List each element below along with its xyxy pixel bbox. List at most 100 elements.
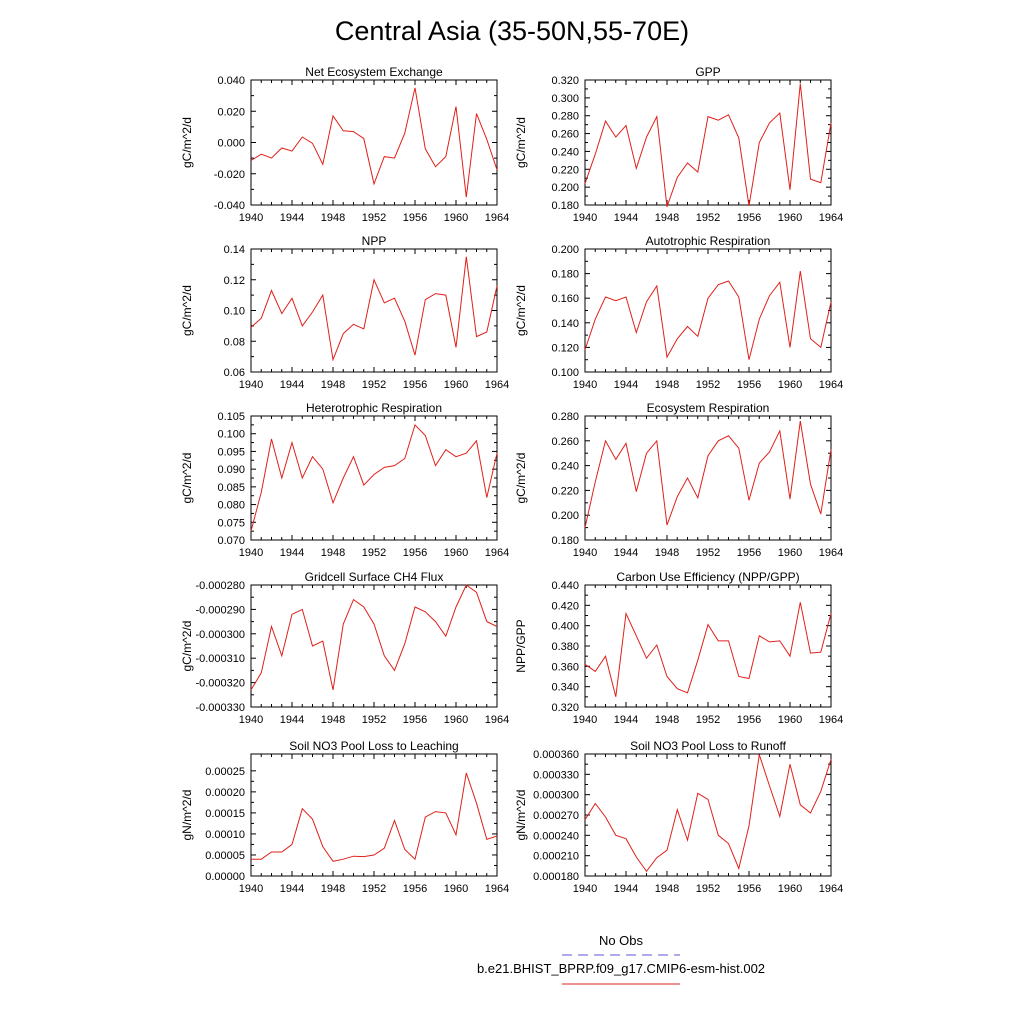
panel-title: Autotrophic Respiration <box>646 234 771 248</box>
x-tick-label: 1960 <box>778 714 802 726</box>
y-tick-label: -0.000300 <box>195 629 245 641</box>
panel: Soil NO3 Pool Loss to Runoff gN/m^2/d 1940… <box>514 739 843 895</box>
panel: Soil NO3 Pool Loss to Leaching gN/m^2/d 19… <box>180 739 509 895</box>
y-axis-label: gC/m^2/d <box>180 453 194 504</box>
y-tick-label: 0.100 <box>551 367 579 379</box>
y-tick-label: 0.240 <box>551 461 579 473</box>
series-line <box>250 256 498 362</box>
panel-title: Soil NO3 Pool Loss to Leaching <box>289 739 458 753</box>
series-line <box>584 420 832 528</box>
legend-label-model-run: b.e21.BHIST_BPRP.f09_g17.CMIP6-esm-hist.… <box>477 961 765 976</box>
y-tick-label: 0.000240 <box>533 830 579 842</box>
panel-title: Net Ecosystem Exchange <box>305 65 443 79</box>
x-tick-label: 1960 <box>778 547 802 559</box>
x-tick-label: 1964 <box>485 547 509 559</box>
x-tick-label: 1956 <box>737 547 761 559</box>
x-tick-label: 1960 <box>778 379 802 391</box>
y-tick-label: 0.10 <box>224 306 245 318</box>
y-tick-label: 0.08 <box>224 336 245 348</box>
y-tick-label: 0.000360 <box>533 749 579 761</box>
x-tick-label: 1948 <box>321 212 345 224</box>
y-tick-label: 0.240 <box>551 146 579 158</box>
x-tick-label: 1952 <box>362 714 386 726</box>
y-tick-label: 0.120 <box>551 342 579 354</box>
y-tick-label: 0.280 <box>551 411 579 423</box>
x-tick-label: 1956 <box>737 379 761 391</box>
x-tick-label: 1948 <box>655 547 679 559</box>
y-tick-label: 0.200 <box>551 244 579 256</box>
x-tick-label: 1964 <box>819 883 843 895</box>
panel: Net Ecosystem Exchange gC/m^2/d 1940 1944 19… <box>180 65 509 224</box>
y-tick-label: 0.095 <box>217 446 245 458</box>
y-tick-label: 0.320 <box>551 702 579 714</box>
panels: Net Ecosystem Exchange gC/m^2/d 1940 1944 19… <box>180 65 843 895</box>
y-tick-label: 0.12 <box>224 275 245 287</box>
y-tick-label: 0.00015 <box>205 808 245 820</box>
y-tick-label: 0.200 <box>551 182 579 194</box>
x-tick-label: 1944 <box>614 212 638 224</box>
y-tick-label: -0.000280 <box>195 580 245 592</box>
y-tick-label: 0.000270 <box>533 810 579 822</box>
panel-title: Soil NO3 Pool Loss to Runoff <box>630 739 787 753</box>
legend-label-no-obs: No Obs <box>599 933 644 948</box>
plot-frame <box>584 753 832 877</box>
series-line <box>584 83 832 207</box>
x-tick-label: 1964 <box>485 883 509 895</box>
y-tick-label: 0.160 <box>551 293 579 305</box>
y-tick-label: -0.000290 <box>195 604 245 616</box>
y-tick-label: 0.020 <box>217 106 245 118</box>
x-tick-label: 1952 <box>696 547 720 559</box>
y-tick-label: 0.140 <box>551 318 579 330</box>
x-tick-label: 1956 <box>403 379 427 391</box>
y-tick-label: 0.075 <box>217 517 245 529</box>
x-tick-label: 1956 <box>403 883 427 895</box>
series-line <box>250 584 498 691</box>
x-tick-label: 1940 <box>573 212 597 224</box>
plot-frame <box>584 248 832 373</box>
y-axis-label: gC/m^2/d <box>180 117 194 168</box>
panel: Carbon Use Efficiency (NPP/GPP) NPP/GPP 19… <box>514 570 843 726</box>
x-tick-label: 1964 <box>819 379 843 391</box>
x-tick-label: 1940 <box>573 547 597 559</box>
x-tick-label: 1964 <box>485 379 509 391</box>
x-tick-label: 1956 <box>403 547 427 559</box>
panel: GPP gC/m^2/d 1940 1944 1948 1952 1956 1960 1964 0… <box>514 65 843 224</box>
y-axis-label: gC/m^2/d <box>514 117 528 168</box>
series-line <box>251 772 498 862</box>
x-tick-label: 1944 <box>280 547 304 559</box>
x-tick-label: 1948 <box>655 714 679 726</box>
y-tick-label: 0.260 <box>551 129 579 141</box>
y-tick-label: 0.00000 <box>205 871 245 883</box>
x-tick-label: 1960 <box>444 547 468 559</box>
series-line <box>584 754 832 873</box>
y-tick-label: 0.000210 <box>533 851 579 863</box>
y-tick-label: 0.300 <box>551 93 579 105</box>
y-axis-label: gN/m^2/d <box>514 790 528 841</box>
x-tick-label: 1964 <box>819 212 843 224</box>
y-tick-label: 0.280 <box>551 111 579 123</box>
x-tick-label: 1952 <box>362 212 386 224</box>
y-tick-label: 0.400 <box>551 621 579 633</box>
legend: No Obs b.e21.BHIST_BPRP.f09_g17.CMIP6-es… <box>477 933 765 985</box>
y-axis-label: gC/m^2/d <box>514 285 528 336</box>
x-tick-label: 1964 <box>485 714 509 726</box>
x-tick-label: 1952 <box>362 379 386 391</box>
y-tick-label: 0.080 <box>217 500 245 512</box>
series-line <box>584 271 832 360</box>
y-tick-label: 0.000 <box>217 138 245 150</box>
plot-frame <box>250 753 498 877</box>
x-tick-label: 1960 <box>444 379 468 391</box>
y-tick-label: 0.00025 <box>205 766 245 778</box>
y-tick-label: 0.180 <box>551 200 579 212</box>
x-tick-label: 1960 <box>444 714 468 726</box>
panel: NPP gC/m^2/d 1940 1944 1948 1952 1956 1960 1964 0… <box>180 234 509 391</box>
x-tick-label: 1944 <box>280 379 304 391</box>
x-tick-label: 1952 <box>362 547 386 559</box>
x-tick-label: 1948 <box>321 714 345 726</box>
y-tick-label: 0.040 <box>217 75 245 87</box>
x-tick-label: 1956 <box>737 212 761 224</box>
x-tick-label: 1960 <box>444 212 468 224</box>
x-tick-label: 1948 <box>321 547 345 559</box>
x-tick-label: 1944 <box>614 379 638 391</box>
